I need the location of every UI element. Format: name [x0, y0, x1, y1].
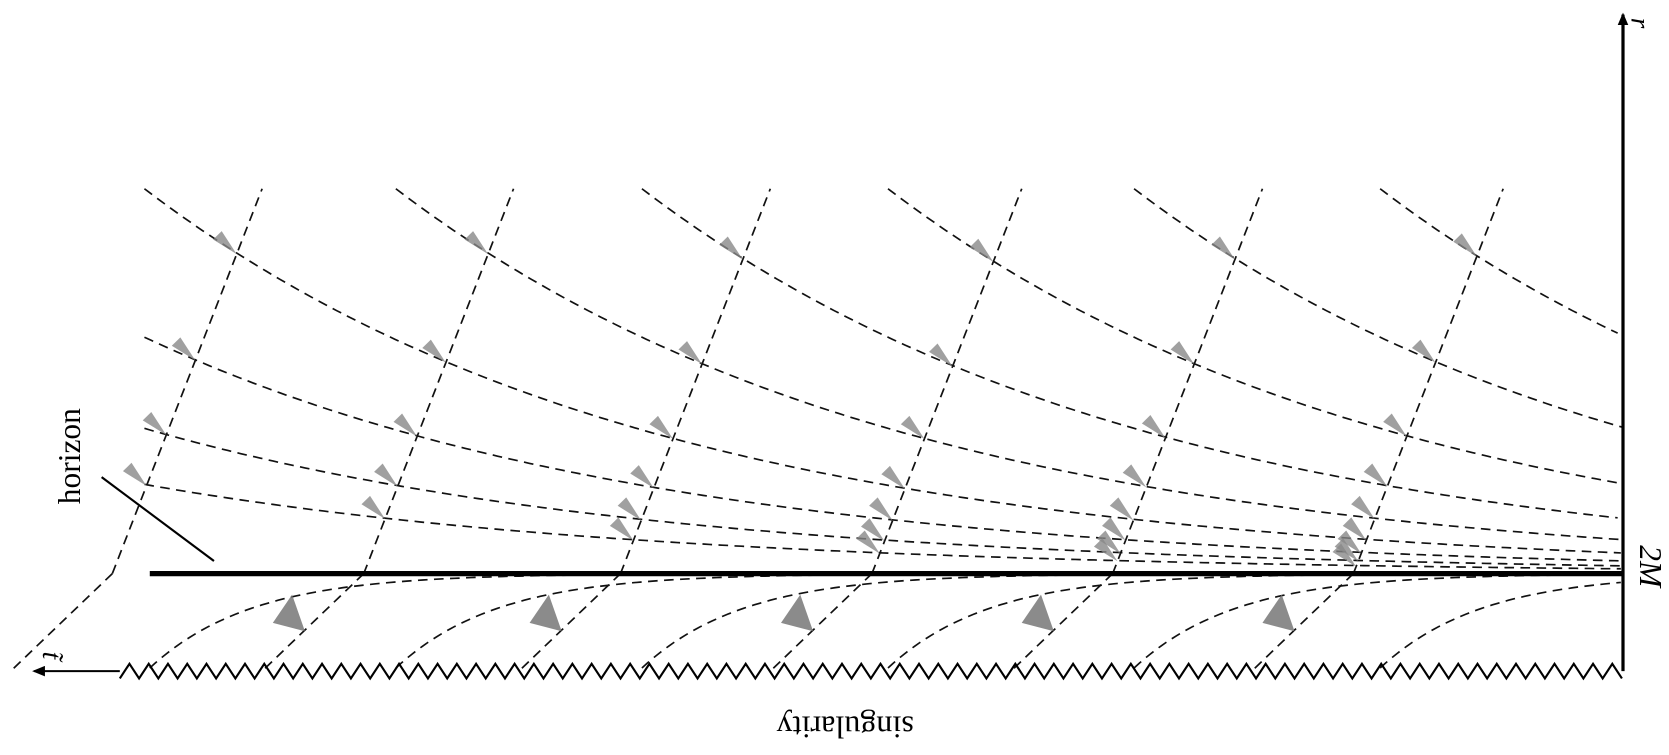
light-cone-inside	[1021, 594, 1054, 632]
light-cone	[142, 411, 167, 436]
light-cone	[969, 238, 994, 262]
singularity-zigzag	[118, 661, 1623, 681]
light-cone	[213, 231, 237, 255]
outgoing-curve	[144, 483, 1621, 570]
light-cone	[678, 341, 703, 365]
light-cone	[1170, 341, 1195, 365]
light-cone	[1122, 464, 1147, 488]
light-cone	[609, 517, 634, 541]
horizon-pointer	[100, 476, 215, 562]
light-cone	[1332, 543, 1357, 567]
inside-curve	[1379, 581, 1621, 669]
light-cone	[1411, 339, 1436, 363]
light-cone	[860, 518, 885, 542]
outgoing-curve	[1133, 188, 1623, 428]
light-cones	[122, 231, 1477, 632]
light-cone	[881, 465, 905, 489]
outgoing-curve	[395, 188, 1622, 541]
light-cone-inside	[781, 594, 814, 632]
horizon-label: horizon	[52, 408, 87, 504]
light-cone	[374, 463, 398, 487]
ingoing-line	[1111, 188, 1264, 574]
light-cone	[1102, 517, 1126, 541]
light-cone	[856, 530, 880, 554]
two-m-label: 2M	[1633, 545, 1668, 588]
light-cone	[1334, 538, 1359, 562]
light-cone	[1342, 517, 1367, 541]
light-cone	[617, 497, 642, 521]
outgoing-curve	[1379, 188, 1619, 334]
outgoing-curve	[143, 188, 1621, 554]
ingoing-line-inside	[518, 572, 622, 672]
outgoing-curve	[887, 188, 1620, 485]
light-cone	[1211, 236, 1235, 260]
ingoing-line-inside	[261, 572, 365, 672]
ingoing-line	[871, 188, 1023, 574]
ingoing-line-inside	[1010, 572, 1114, 672]
inside-curve	[887, 572, 1621, 669]
light-cone	[393, 413, 418, 437]
singularity-label: singularity	[776, 709, 913, 744]
ingoing-line-inside	[10, 572, 113, 672]
outgoing-curve	[144, 336, 1621, 562]
ingoing-line-inside	[769, 572, 873, 672]
light-cone	[900, 415, 925, 439]
light-cone	[719, 236, 743, 260]
light-cone	[1109, 497, 1134, 521]
light-cone	[1383, 413, 1407, 437]
light-cone	[649, 415, 673, 439]
ingoing-line	[362, 188, 515, 574]
light-cone	[1453, 233, 1477, 257]
light-cone	[1363, 463, 1388, 487]
ingoing-line	[619, 188, 772, 574]
light-cone	[630, 465, 654, 489]
ingoing-line-inside	[1251, 572, 1354, 672]
light-cone	[171, 337, 196, 361]
light-cone	[1351, 495, 1375, 519]
light-cone	[464, 231, 489, 255]
r-label: r	[1625, 18, 1656, 29]
light-cone-inside	[272, 594, 305, 632]
light-cone	[1096, 530, 1121, 554]
ingoing-line	[111, 188, 263, 574]
light-cone	[422, 339, 446, 363]
light-cone	[1141, 415, 1166, 439]
outgoing-curve	[144, 427, 1621, 567]
light-cone	[869, 497, 893, 521]
inside-curve	[1133, 573, 1621, 669]
dashed-grid	[10, 188, 1623, 672]
light-cone	[122, 462, 147, 486]
light-cone	[1337, 530, 1362, 554]
light-cone-inside	[529, 594, 562, 632]
light-cone-inside	[1262, 594, 1295, 632]
ingoing-line	[1352, 188, 1504, 574]
light-cone	[1093, 538, 1118, 562]
t-label: t̃	[37, 652, 68, 663]
outgoing-curve	[641, 188, 1618, 519]
light-cone	[928, 343, 953, 367]
light-cone	[361, 495, 386, 519]
